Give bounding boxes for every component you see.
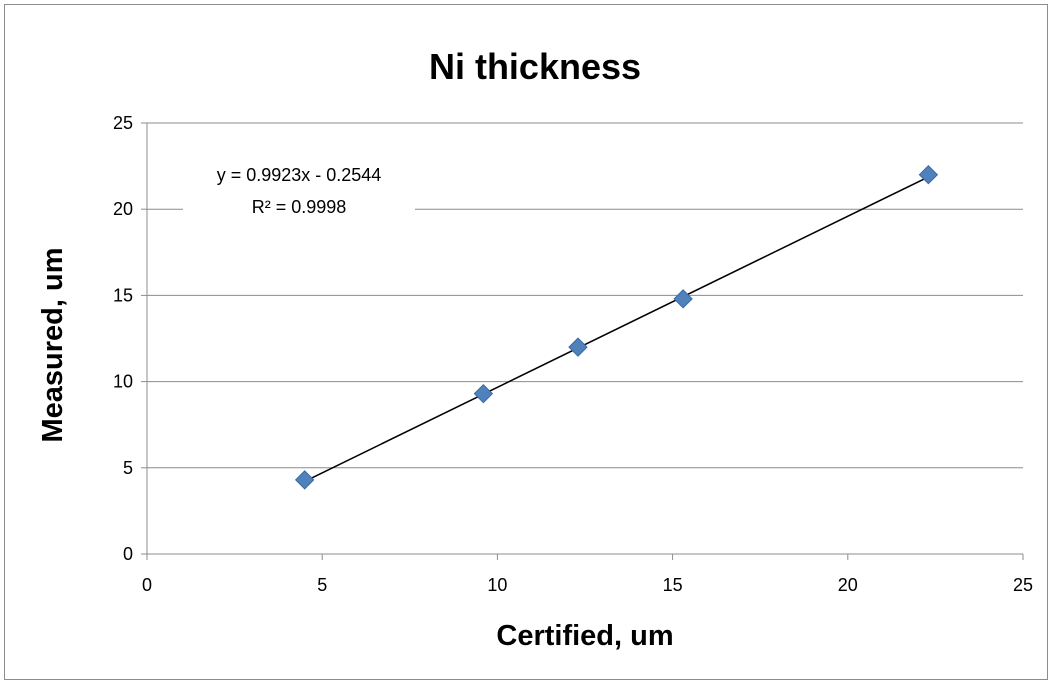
trendline-r-squared: R² = 0.9998	[252, 197, 347, 217]
x-tick-label-25: 25	[1013, 575, 1033, 595]
data-point-1	[294, 470, 315, 490]
y-tick-label-15: 15	[113, 285, 133, 305]
data-point-3	[568, 337, 588, 357]
data-points	[294, 165, 939, 490]
tick-labels: 0 5 10 15 20 25 0 5 10 15 20 25	[113, 113, 1033, 595]
equation-background	[183, 155, 415, 225]
trendline-equation-box: y = 0.9923x - 0.2544 R² = 0.9998	[183, 155, 415, 225]
x-tick-label-10: 10	[487, 575, 507, 595]
y-axis-label: Measured, um	[37, 248, 69, 443]
data-point-4	[673, 289, 693, 309]
trendline-equation: y = 0.9923x - 0.2544	[217, 165, 382, 185]
data-point-5	[918, 165, 939, 185]
y-tick-label-25: 25	[113, 113, 133, 133]
data-point-2	[473, 383, 494, 404]
chart-area: 0 5 10 15 20 25 0 5 10 15 20 25 y = 0.9923x - 0.254…	[4, 4, 1048, 680]
trendline	[304, 176, 929, 483]
chart-svg: 0 5 10 15 20 25 0 5 10 15 20 25 y = 0.9923x - 0.254…	[37, 46, 1033, 652]
y-tick-label-0: 0	[123, 544, 133, 564]
x-tick-label-5: 5	[317, 575, 327, 595]
y-tick-label-5: 5	[123, 458, 133, 478]
x-tick-label-0: 0	[142, 575, 152, 595]
x-tick-label-15: 15	[663, 575, 683, 595]
x-axis-label: Certified, um	[496, 620, 673, 652]
x-tick-label-20: 20	[838, 575, 858, 595]
y-tick-label-20: 20	[113, 199, 133, 219]
chart-title: Ni thickness	[429, 46, 641, 87]
y-tick-label-10: 10	[113, 372, 133, 392]
axes	[141, 122, 1024, 560]
